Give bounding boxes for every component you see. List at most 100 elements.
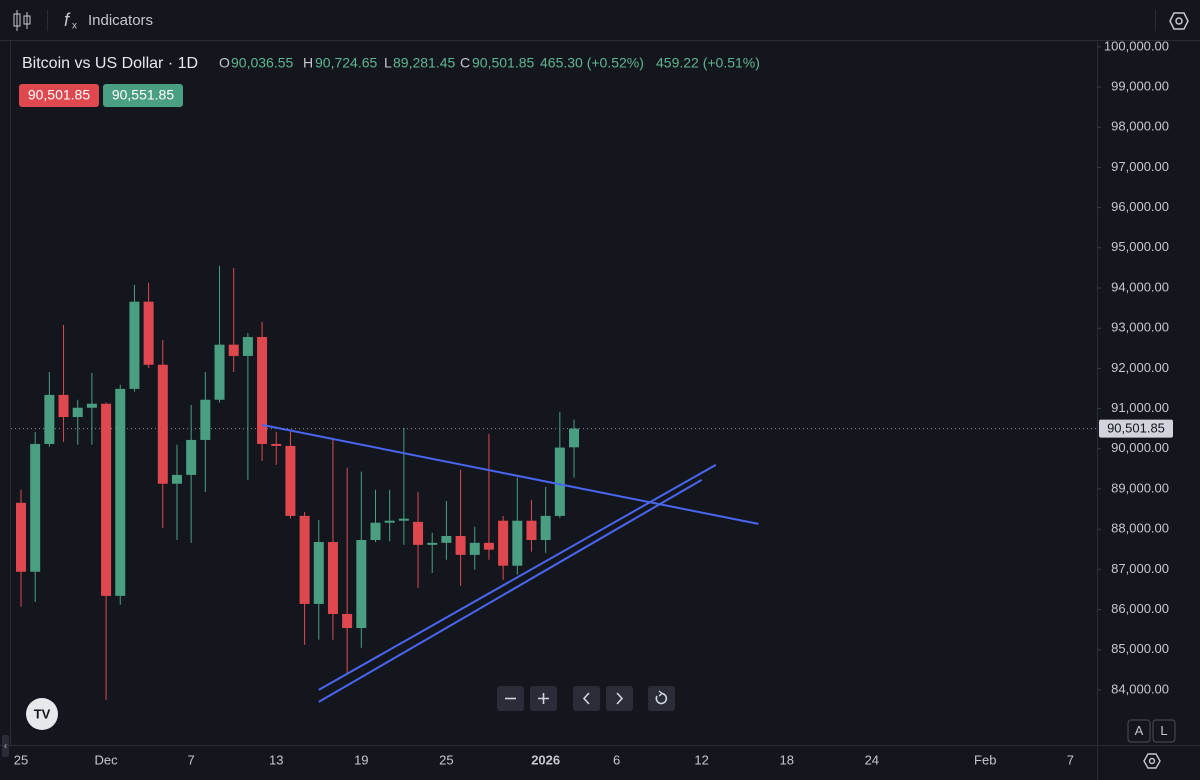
candle-body (413, 521, 424, 545)
candle-body (30, 443, 41, 572)
candle-body (186, 439, 197, 475)
settings-icon-dot (1175, 17, 1183, 25)
trendline (318, 463, 717, 691)
x-tick-label: 7 (1067, 752, 1074, 767)
y-tick-label: 99,000.00 (1111, 78, 1169, 93)
candle-body (540, 515, 551, 541)
low-label: L (384, 55, 392, 71)
x-tick-label: 18 (779, 752, 793, 767)
tradingview-logo[interactable] (26, 698, 58, 730)
toolbar: f x Indicators (0, 10, 1200, 41)
candle-body (44, 394, 55, 444)
low-value: 89,281.45 (393, 55, 455, 71)
reset-icon (655, 692, 668, 705)
x-tick-label: 2026 (531, 752, 560, 767)
candle-body (214, 344, 225, 400)
candle-body (342, 613, 353, 629)
candle-body (86, 403, 97, 408)
last-price-label: 90,501.85 (1107, 421, 1165, 436)
candle-body (257, 337, 268, 444)
x-tick-label: 25 (439, 752, 453, 767)
indicators-button[interactable]: Indicators (88, 12, 153, 29)
candle-body (157, 364, 168, 484)
candle-body (271, 443, 282, 446)
candle-body (384, 520, 395, 523)
chart-type-icon[interactable] (13, 10, 31, 31)
reset-arrow (658, 690, 664, 697)
scroll-arrow: ‹ (4, 740, 7, 750)
settings-icon[interactable] (1169, 12, 1189, 30)
close-label: C (460, 55, 470, 71)
x-tick-label: 13 (269, 752, 283, 767)
y-tick-label: 93,000.00 (1111, 320, 1169, 335)
y-tick-label: 88,000.00 (1111, 521, 1169, 536)
auto-scale-button[interactable] (1127, 719, 1151, 743)
scroll-right-icon (616, 692, 624, 705)
auto-scale-label: A (1135, 723, 1144, 738)
candle-body (526, 520, 537, 541)
candle-body (569, 428, 580, 448)
open-label: O (219, 55, 230, 71)
x-tick-label: Feb (974, 752, 996, 767)
change-alt-value: 459.22 (+0.51%) (656, 55, 760, 71)
candle-body (398, 518, 409, 521)
candle-body (115, 388, 126, 596)
candle-body (299, 515, 310, 604)
scroll-handle[interactable] (2, 735, 9, 757)
change-value: 465.30 (+0.52%) (540, 55, 644, 71)
high-value: 90,724.65 (315, 55, 377, 71)
x-tick-label: 24 (865, 752, 879, 767)
plot-area: 84,000.00 85,000.00 86,000.00 87,000.00 88,0… (11, 38, 1173, 767)
y-tick-label: 84,000.00 (1111, 681, 1169, 696)
y-tick-label: 94,000.00 (1111, 279, 1169, 294)
candle-body (313, 542, 324, 604)
candle-body (441, 535, 452, 543)
candle-body (498, 520, 509, 566)
axis-settings-icon[interactable] (1143, 753, 1161, 769)
y-tick-label: 97,000.00 (1111, 159, 1169, 174)
scroll-left-button[interactable] (573, 686, 600, 711)
scroll-right-button[interactable] (606, 686, 633, 711)
x-tick-label: 25 (14, 752, 28, 767)
candle-body (512, 520, 523, 566)
last-price-tag (1099, 419, 1173, 438)
candle-body (427, 542, 438, 545)
y-tick-label: 85,000.00 (1111, 641, 1169, 656)
open-value: 90,036.55 (231, 55, 293, 71)
y-tick-label: 91,000.00 (1111, 400, 1169, 415)
tradingview-logo-mark: TV (34, 706, 51, 721)
y-tick-label: 87,000.00 (1111, 561, 1169, 576)
candle-body (58, 394, 69, 418)
log-scale-label: L (1160, 723, 1167, 738)
y-tick-label: 100,000.00 (1104, 38, 1169, 53)
y-tick-label: 92,000.00 (1111, 360, 1169, 375)
bid-box[interactable] (19, 84, 99, 107)
candle-body (469, 542, 480, 555)
candle-body (242, 337, 253, 356)
candle-body (143, 301, 154, 365)
reset-button[interactable] (648, 686, 675, 711)
candle-body (129, 301, 140, 389)
symbol-title: Bitcoin vs US Dollar · 1D (22, 55, 198, 72)
x-tick-label: Dec (95, 752, 119, 767)
ask-box[interactable] (103, 84, 183, 107)
candle-body (200, 399, 211, 440)
log-scale-button[interactable] (1152, 719, 1176, 743)
x-tick-label: 6 (613, 752, 620, 767)
y-tick-label: 96,000.00 (1111, 199, 1169, 214)
y-tick-label: 90,000.00 (1111, 440, 1169, 455)
fx-icon-sub: x (72, 21, 77, 32)
candle-body (16, 502, 26, 572)
y-tick-label: 95,000.00 (1111, 239, 1169, 254)
candle-body (72, 407, 83, 418)
fx-icon[interactable]: f (64, 10, 71, 30)
y-tick-label: 98,000.00 (1111, 119, 1169, 134)
y-tick-label: 86,000.00 (1111, 601, 1169, 616)
candle-body (554, 447, 565, 516)
close-value: 90,501.85 (472, 55, 534, 71)
bid-price: 90,501.85 (28, 87, 90, 103)
candle-body (228, 344, 239, 356)
candle-body (327, 542, 338, 614)
